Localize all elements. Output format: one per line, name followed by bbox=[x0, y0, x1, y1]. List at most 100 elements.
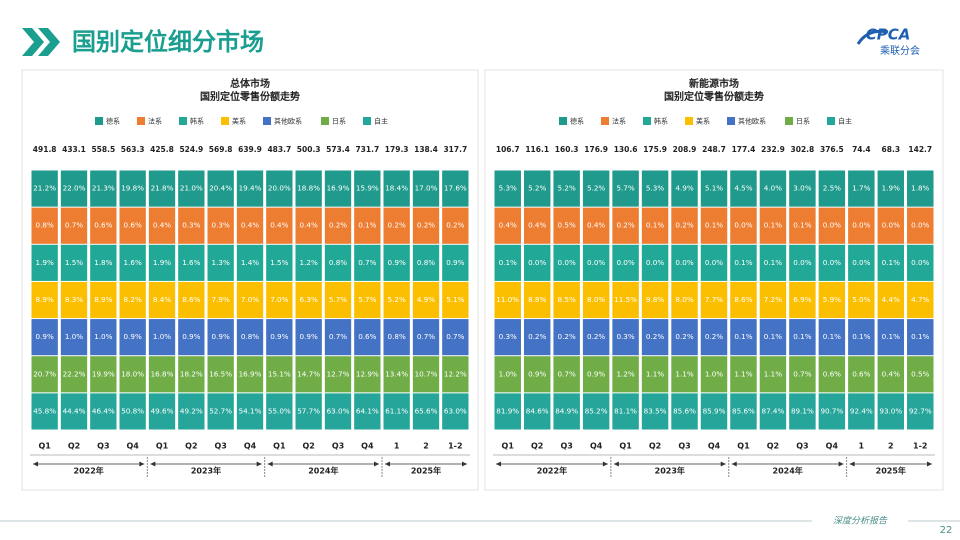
share-cell bbox=[907, 281, 934, 319]
share-label: 0.1% bbox=[705, 221, 723, 230]
share-cell bbox=[523, 393, 551, 430]
share-cell bbox=[148, 356, 176, 393]
share-label: 5.9% bbox=[823, 295, 841, 304]
share-label: 0.8% bbox=[241, 332, 259, 341]
share-label: 0.1% bbox=[734, 258, 752, 267]
legend-label: 日系 bbox=[332, 117, 346, 126]
total-label: 179.3 bbox=[385, 145, 409, 154]
share-cell bbox=[60, 170, 88, 207]
share-cell bbox=[671, 207, 698, 244]
share-label: 83.5% bbox=[644, 406, 667, 415]
share-label: 0.9% bbox=[446, 258, 464, 267]
share-label: 85.2% bbox=[585, 406, 608, 415]
share-cell bbox=[266, 207, 293, 244]
share-cell bbox=[582, 207, 610, 244]
share-cell bbox=[383, 356, 410, 393]
share-cell bbox=[730, 170, 757, 207]
share-cell bbox=[31, 170, 58, 207]
x-tick-label: 2 bbox=[423, 442, 429, 451]
share-cell bbox=[207, 281, 234, 319]
share-cell bbox=[148, 393, 176, 430]
share-cell bbox=[60, 393, 88, 430]
share-cell bbox=[266, 356, 293, 393]
x-tick-label: 2 bbox=[888, 442, 894, 451]
share-cell bbox=[148, 170, 176, 207]
header-icon bbox=[22, 28, 60, 56]
share-cell bbox=[848, 281, 875, 319]
share-cell bbox=[523, 170, 551, 207]
share-label: 7.9% bbox=[212, 295, 230, 304]
share-label: 4.5% bbox=[734, 184, 752, 193]
total-label: 248.7 bbox=[702, 145, 726, 154]
share-cell bbox=[523, 281, 551, 319]
group-label: 2025年 bbox=[876, 466, 906, 476]
share-label: 0.0% bbox=[882, 221, 900, 230]
share-label: 12.2% bbox=[444, 369, 467, 378]
share-label: 19.4% bbox=[239, 184, 262, 193]
share-label: 18.8% bbox=[297, 184, 320, 193]
share-label: 0.2% bbox=[329, 221, 347, 230]
share-label: 81.9% bbox=[496, 406, 519, 415]
share-label: 1.1% bbox=[646, 369, 664, 378]
share-label: 0.8% bbox=[388, 332, 406, 341]
share-label: 0.3% bbox=[212, 221, 230, 230]
legend-swatch bbox=[321, 117, 329, 125]
x-tick-label: Q1 bbox=[737, 442, 750, 451]
share-label: 0.3% bbox=[499, 332, 517, 341]
share-cell bbox=[494, 170, 521, 207]
share-label: 84.6% bbox=[526, 406, 549, 415]
group-label-bg bbox=[870, 465, 911, 477]
share-label: 0.6% bbox=[94, 221, 112, 230]
share-cell bbox=[494, 356, 521, 393]
share-cell bbox=[354, 244, 381, 281]
group-label: 2024年 bbox=[773, 466, 803, 476]
share-cell bbox=[759, 170, 787, 207]
share-label: 5.7% bbox=[329, 295, 347, 304]
share-cell bbox=[295, 356, 322, 393]
share-cell bbox=[31, 244, 58, 281]
share-cell bbox=[553, 207, 580, 244]
share-cell bbox=[442, 319, 469, 356]
share-cell bbox=[266, 170, 293, 207]
share-cell bbox=[523, 356, 551, 393]
share-label: 8.4% bbox=[153, 295, 171, 304]
share-label: 8.5% bbox=[558, 295, 576, 304]
share-cell bbox=[236, 207, 264, 244]
share-cell bbox=[324, 170, 352, 207]
share-label: 52.7% bbox=[209, 406, 232, 415]
share-cell bbox=[354, 207, 381, 244]
footer-text: 深度分析报告 bbox=[833, 516, 888, 527]
share-cell bbox=[236, 393, 264, 430]
share-cell bbox=[412, 393, 440, 430]
share-cell bbox=[789, 393, 816, 430]
share-label: 0.6% bbox=[852, 369, 870, 378]
share-label: 3.0% bbox=[793, 184, 811, 193]
share-label: 0.0% bbox=[852, 221, 870, 230]
share-label: 0.0% bbox=[705, 258, 723, 267]
x-tick-label: Q2 bbox=[767, 442, 779, 451]
share-cell bbox=[90, 207, 117, 244]
share-cell bbox=[442, 356, 469, 393]
x-tick-label: 1 bbox=[859, 442, 865, 451]
share-label: 12.9% bbox=[356, 369, 379, 378]
share-cell bbox=[730, 244, 757, 281]
share-label: 92.7% bbox=[909, 406, 932, 415]
legend-swatch bbox=[179, 117, 187, 125]
share-label: 7.0% bbox=[270, 295, 288, 304]
share-cell bbox=[671, 170, 698, 207]
share-cell bbox=[412, 356, 440, 393]
share-cell bbox=[324, 281, 352, 319]
share-label: 6.9% bbox=[793, 295, 811, 304]
share-cell bbox=[236, 319, 264, 356]
share-label: 0.9% bbox=[388, 258, 406, 267]
share-label: 1.9% bbox=[153, 258, 171, 267]
share-cell bbox=[383, 207, 410, 244]
share-cell bbox=[494, 207, 521, 244]
legend-swatch bbox=[95, 117, 103, 125]
share-cell bbox=[31, 281, 58, 319]
total-label: 558.5 bbox=[91, 145, 115, 154]
share-cell bbox=[818, 281, 846, 319]
group-label-bg bbox=[186, 465, 226, 477]
share-cell bbox=[324, 244, 352, 281]
share-label: 1.5% bbox=[270, 258, 288, 267]
